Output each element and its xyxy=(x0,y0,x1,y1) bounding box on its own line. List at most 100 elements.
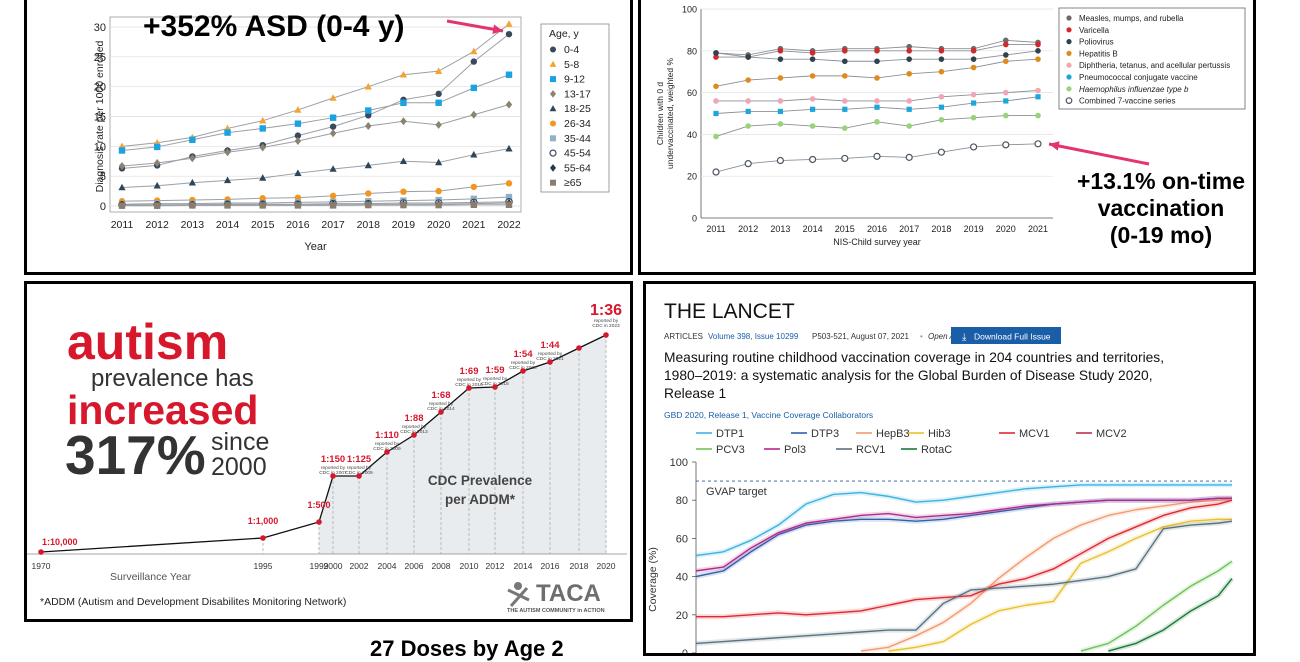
data-point xyxy=(777,56,784,62)
taca-logo-icon xyxy=(507,582,530,607)
data-point xyxy=(842,106,848,112)
data-point xyxy=(356,473,362,479)
legend-marker xyxy=(549,60,557,67)
legend-marker xyxy=(550,76,556,83)
legend-marker xyxy=(550,90,556,98)
series-Hepatitis B xyxy=(713,56,1041,90)
article-title: 1980–2019: a systematic analysis for the… xyxy=(664,368,1153,383)
series-Combined 7-vaccine series xyxy=(712,140,1042,176)
x-tick-label: 2012 xyxy=(146,219,170,231)
data-point xyxy=(777,121,784,127)
y-tick-label: 30 xyxy=(94,22,106,34)
data-point xyxy=(189,202,196,209)
data-point xyxy=(874,48,880,54)
data-point xyxy=(435,90,442,98)
taca-panel: autism prevalence has increased 317% since 20… xyxy=(24,281,633,622)
prevalence-sublabel: reported by xyxy=(429,401,454,407)
legend-marker xyxy=(549,149,557,157)
data-point xyxy=(365,122,372,131)
x-tick-label: 2011 xyxy=(706,224,725,234)
data-point xyxy=(1035,87,1041,94)
legend-marker xyxy=(1066,27,1072,33)
x-tick-label: 2019 xyxy=(392,219,416,231)
data-point xyxy=(745,108,751,115)
data-point xyxy=(294,106,302,113)
y-tick-label: 80 xyxy=(687,46,697,56)
series-line xyxy=(122,204,509,207)
data-point xyxy=(938,93,945,100)
data-point xyxy=(435,67,443,74)
series-Pol3 xyxy=(695,495,1232,574)
data-point xyxy=(1002,141,1010,149)
prevalence-label: 1:500 xyxy=(307,500,330,510)
data-point xyxy=(399,70,408,78)
data-point xyxy=(118,162,126,171)
legend-label: Pneumococcal conjugate vaccine xyxy=(1079,73,1198,82)
legend-label: DTP3 xyxy=(811,428,839,440)
x-tick-label: 2021 xyxy=(462,219,486,231)
data-point xyxy=(329,202,337,209)
prevalence-sublabel: reported by xyxy=(347,465,372,471)
data-point xyxy=(809,50,816,56)
legend-label: 35-44 xyxy=(564,133,591,145)
data-point xyxy=(260,535,266,541)
legend-label: 18-25 xyxy=(564,103,591,115)
prevalence-label: 1:110 xyxy=(375,430,399,441)
series-DTP1 xyxy=(695,482,1232,559)
data-point xyxy=(713,98,719,104)
data-point xyxy=(938,48,945,54)
prevalence-sublabel: CDC in 2023 xyxy=(592,323,620,329)
title-word: 317% xyxy=(65,424,206,486)
prevalence-sublabel: reported by xyxy=(457,377,482,383)
prevalence-label: 1:59 xyxy=(485,365,504,376)
data-point xyxy=(777,108,783,115)
legend-title: Age, y xyxy=(549,28,580,40)
legend-label: 5-8 xyxy=(564,59,579,71)
data-point xyxy=(970,56,977,62)
x-tick-label: 2021 xyxy=(1028,224,1048,234)
series-line xyxy=(695,497,1232,572)
data-point xyxy=(411,432,417,438)
legend-label: Combined 7-vaccine series xyxy=(1079,97,1176,106)
series-line xyxy=(696,499,1233,618)
data-point xyxy=(576,345,582,351)
data-point xyxy=(365,201,372,209)
series-Haemophilus influenzae type b xyxy=(713,112,1041,140)
data-point xyxy=(118,183,126,191)
vaccination-panel: 0 20 40 60 80 100 2011 2012 2013 2014 2015 2016 2017… xyxy=(638,0,1256,275)
series-≥65 xyxy=(118,201,513,209)
series-PCV3 xyxy=(1080,559,1234,653)
data-point xyxy=(259,143,266,152)
gvap-target-label: GVAP target xyxy=(706,486,767,498)
prevalence-sublabel: CDC in 2018 xyxy=(481,381,509,387)
series-HepB3 xyxy=(860,495,1233,653)
series-9-12 xyxy=(118,71,513,154)
data-point xyxy=(153,143,161,151)
legend-label: Measles, mumps, and rubella xyxy=(1079,14,1184,23)
x-tick-label: 1995 xyxy=(254,561,273,571)
data-point xyxy=(435,187,442,195)
data-point xyxy=(906,43,912,50)
uncertainty-band xyxy=(1107,576,1234,653)
data-point xyxy=(1003,58,1009,65)
x-tick-label: 2008 xyxy=(432,561,451,571)
vax-annotation: +13.1% on-time xyxy=(1077,168,1245,194)
data-point xyxy=(470,84,478,92)
data-point xyxy=(809,73,816,79)
title-word: since xyxy=(211,428,269,456)
x-tick-label: 2014 xyxy=(514,561,533,571)
data-point xyxy=(435,201,442,209)
data-point xyxy=(905,153,913,161)
x-tick-label: 2013 xyxy=(770,224,790,234)
data-point xyxy=(505,193,513,201)
logo-limb xyxy=(507,588,530,602)
legend-label: 26-34 xyxy=(564,118,591,130)
logo-limb xyxy=(509,587,529,607)
prevalence-sublabel: CDC in 2014 xyxy=(427,406,455,412)
legend-marker xyxy=(1066,74,1072,80)
download-icon: ⤓ xyxy=(962,332,967,343)
data-point xyxy=(329,192,337,200)
series-13-17 xyxy=(118,100,513,171)
legend-marker xyxy=(550,179,556,186)
data-point xyxy=(874,104,880,110)
